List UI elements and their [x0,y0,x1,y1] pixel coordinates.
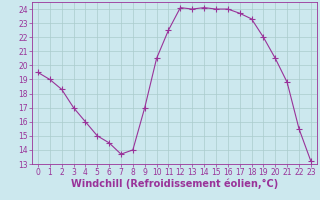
X-axis label: Windchill (Refroidissement éolien,°C): Windchill (Refroidissement éolien,°C) [71,179,278,189]
